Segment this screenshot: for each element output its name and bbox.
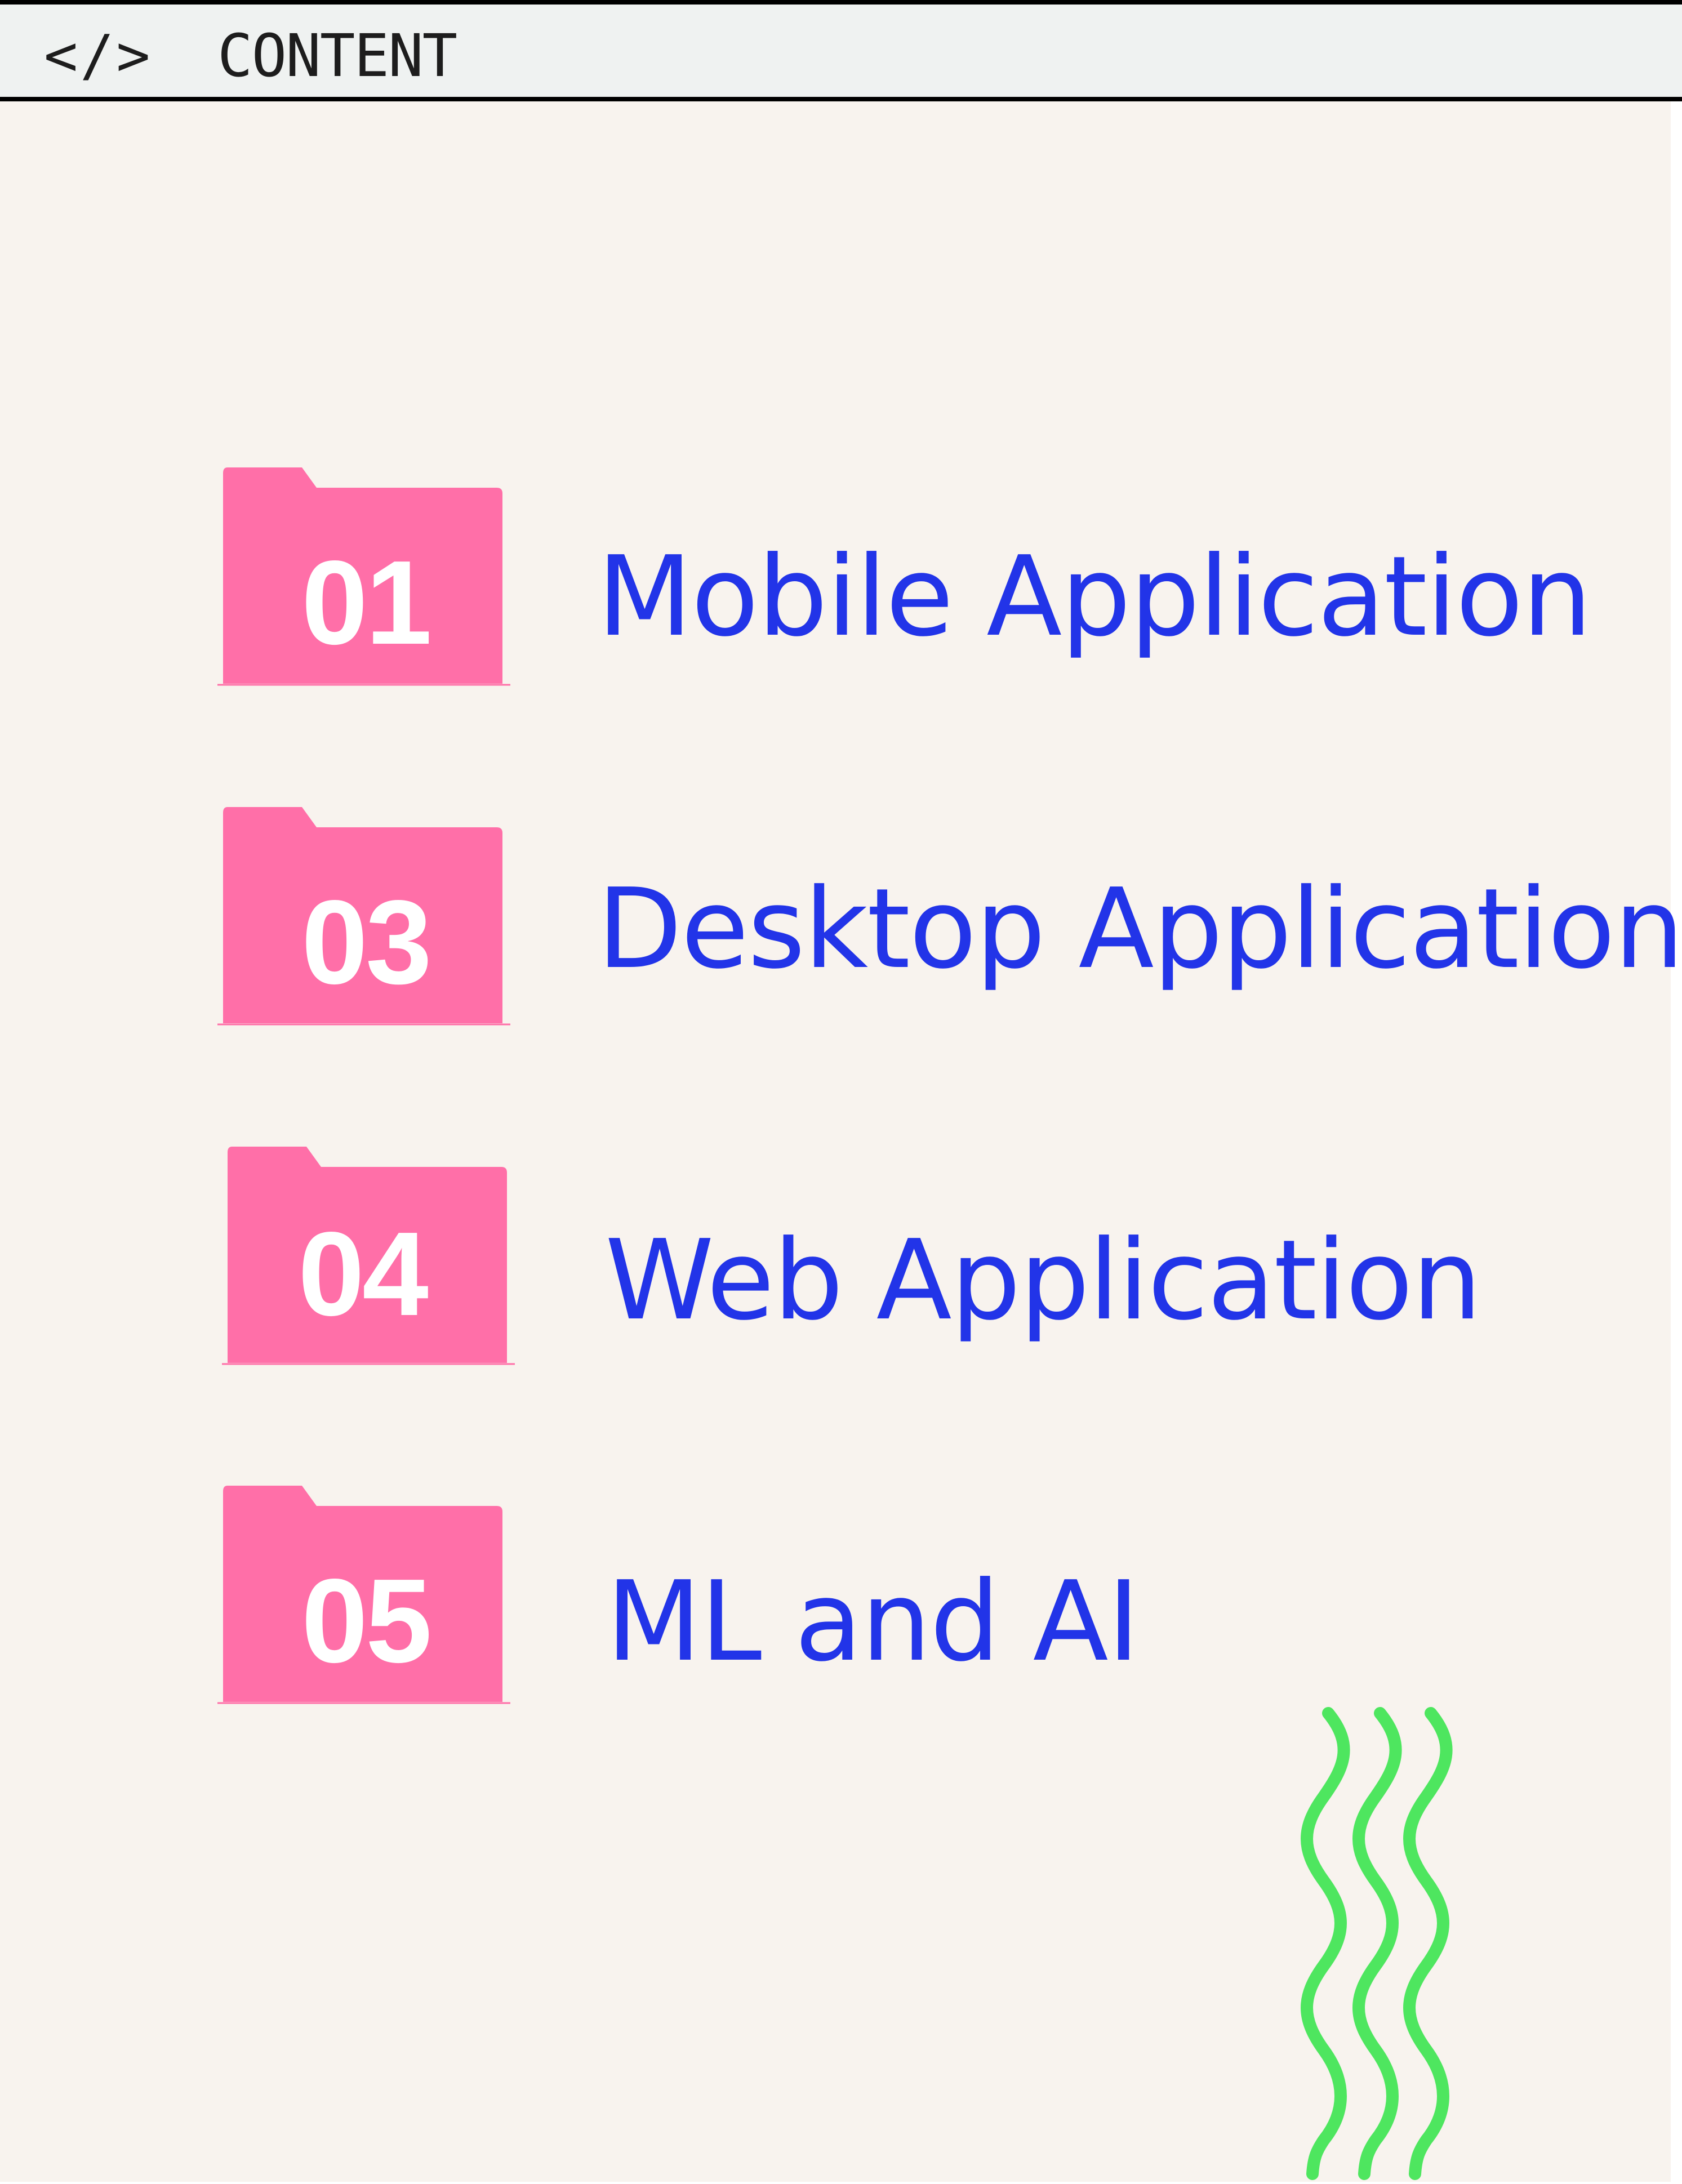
list-item: 05 ML and AI [0, 1486, 1671, 1722]
item-number: 04 [298, 1207, 429, 1340]
item-number: 03 [301, 875, 432, 1009]
item-number: 01 [301, 536, 432, 669]
item-number: 05 [301, 1554, 432, 1687]
header-title: CONTENT [217, 21, 457, 90]
item-label: Mobile Application [597, 533, 1592, 661]
item-label: ML and AI [606, 1558, 1140, 1686]
header-bar: </> CONTENT [0, 0, 1682, 101]
list-item: 03 Desktop Application [0, 807, 1682, 1044]
item-label: Desktop Application [597, 865, 1682, 993]
code-icon: </> [44, 23, 153, 88]
folder-icon: 03 [217, 807, 514, 1032]
list-item: 01 Mobile Application [0, 467, 1671, 704]
folder-icon: 01 [217, 467, 514, 693]
item-label: Web Application [605, 1216, 1482, 1345]
list-item: 04 Web Application [0, 1147, 1671, 1383]
folder-icon: 04 [222, 1147, 518, 1372]
folder-icon: 05 [217, 1486, 514, 1711]
squiggle-decoration [1290, 1706, 1470, 2182]
